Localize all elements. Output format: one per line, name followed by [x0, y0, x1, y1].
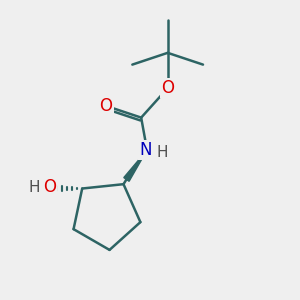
- Polygon shape: [124, 150, 147, 181]
- Text: O: O: [161, 79, 174, 97]
- Text: N: N: [139, 141, 152, 159]
- Text: H: H: [28, 179, 40, 194]
- Text: H: H: [157, 146, 168, 160]
- Text: O: O: [43, 178, 56, 196]
- Text: O: O: [99, 97, 112, 115]
